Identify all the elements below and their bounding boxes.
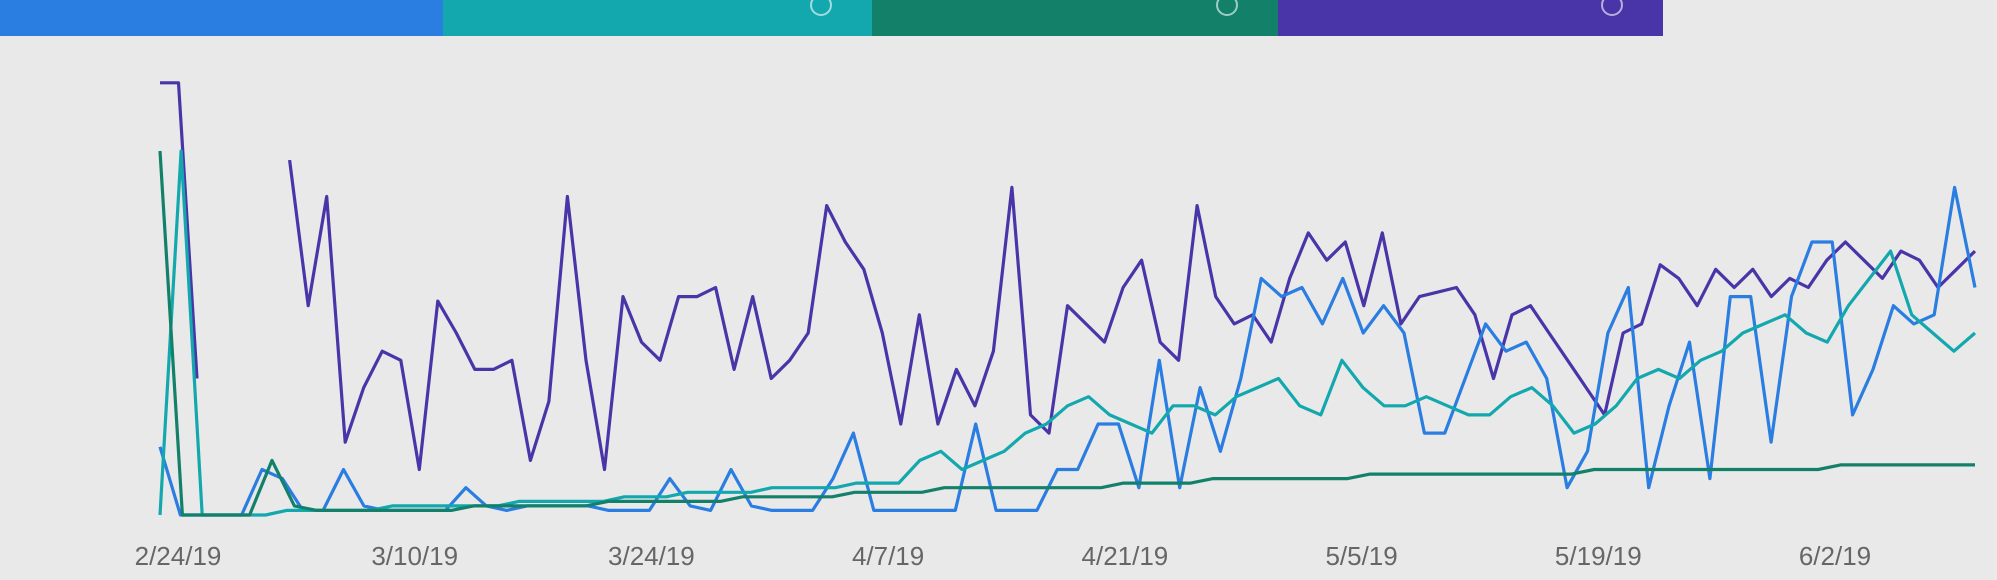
series-layer — [158, 81, 1977, 517]
series-line-3 — [158, 150, 1975, 517]
tab-bar — [0, 0, 1663, 36]
tab-clicks[interactable] — [0, 0, 443, 36]
tab-check-icon — [1216, 0, 1238, 16]
tab-ctr[interactable] — [872, 0, 1278, 36]
x-tick-label: 2/24/19 — [135, 541, 222, 571]
x-axis-ticks: 2/24/19 3/10/19 3/24/19 4/7/19 4/21/19 5/5/19… — [135, 541, 1872, 571]
series-line-0 — [160, 81, 1977, 472]
tab-check-icon — [1601, 0, 1623, 16]
x-tick-label: 4/7/19 — [852, 541, 924, 571]
x-tick-label: 5/19/19 — [1555, 541, 1642, 571]
tab-impressions[interactable] — [443, 0, 872, 36]
series-line-1 — [158, 185, 1977, 517]
tab-check-icon — [810, 0, 832, 16]
tab-position[interactable] — [1278, 0, 1663, 36]
x-tick-label: 5/5/19 — [1325, 541, 1397, 571]
x-tick-label: 6/2/19 — [1799, 541, 1871, 571]
x-tick-label: 3/24/19 — [608, 541, 695, 571]
x-tick-label: 3/10/19 — [371, 541, 458, 571]
series-line-2 — [158, 149, 1977, 517]
x-tick-label: 4/21/19 — [1082, 541, 1169, 571]
